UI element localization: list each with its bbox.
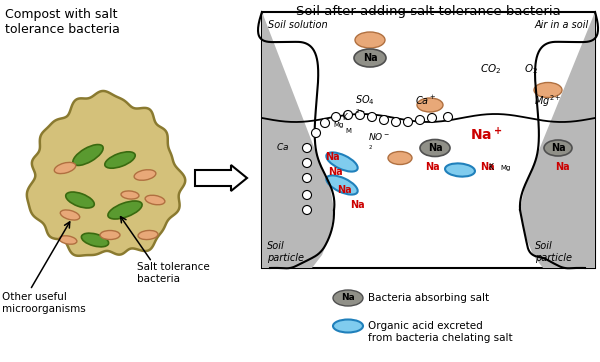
Ellipse shape (333, 290, 363, 306)
Ellipse shape (108, 201, 142, 219)
Ellipse shape (100, 231, 120, 240)
Text: Na: Na (555, 162, 569, 172)
Text: $Mg^{2+}$: $Mg^{2+}$ (534, 93, 562, 109)
Text: Soil after adding salt tolerance bacteria: Soil after adding salt tolerance bacteri… (296, 5, 561, 18)
Circle shape (311, 129, 320, 138)
Text: Salt tolerance
bacteria: Salt tolerance bacteria (137, 262, 210, 283)
Circle shape (302, 206, 311, 215)
Circle shape (343, 110, 353, 119)
Ellipse shape (66, 192, 94, 208)
Text: $O_2$: $O_2$ (524, 62, 538, 76)
Text: K: K (342, 113, 347, 122)
Ellipse shape (417, 98, 443, 112)
Ellipse shape (73, 144, 103, 165)
Text: Na: Na (350, 200, 365, 210)
Bar (262, 12, 595, 268)
Ellipse shape (326, 176, 358, 195)
Ellipse shape (82, 233, 109, 247)
Text: Mg: Mg (500, 165, 511, 171)
Text: Organic acid excreted
from bacteria chelating salt: Organic acid excreted from bacteria chel… (368, 321, 512, 342)
Ellipse shape (326, 152, 358, 172)
Circle shape (415, 115, 425, 125)
Text: Bacteria absorbing salt: Bacteria absorbing salt (368, 293, 489, 303)
Ellipse shape (59, 236, 77, 244)
Circle shape (302, 143, 311, 152)
Text: Soil solution: Soil solution (268, 20, 328, 30)
Polygon shape (520, 12, 595, 268)
Text: Na: Na (325, 152, 340, 162)
FancyArrow shape (195, 165, 247, 191)
Circle shape (302, 173, 311, 182)
Ellipse shape (105, 152, 135, 168)
Text: Mg: Mg (333, 122, 343, 128)
Text: Na: Na (551, 143, 565, 153)
Text: $CO_2$: $CO_2$ (480, 62, 501, 76)
Ellipse shape (54, 163, 76, 174)
Circle shape (427, 114, 437, 122)
Polygon shape (27, 91, 185, 256)
Circle shape (302, 190, 311, 199)
Text: $NO^-$: $NO^-$ (368, 131, 391, 142)
Text: Soil
particle: Soil particle (535, 241, 572, 263)
Text: M: M (345, 128, 351, 134)
Circle shape (392, 118, 401, 126)
Ellipse shape (121, 191, 139, 199)
Circle shape (331, 113, 341, 122)
Ellipse shape (60, 210, 80, 220)
Ellipse shape (445, 163, 475, 177)
Text: Na: Na (362, 53, 377, 63)
Ellipse shape (388, 152, 412, 164)
Ellipse shape (145, 195, 165, 205)
Text: Soil
particle: Soil particle (267, 241, 304, 263)
Text: Na: Na (328, 167, 343, 177)
Ellipse shape (138, 231, 158, 240)
Text: Na: Na (480, 162, 494, 172)
Text: Air in a soil: Air in a soil (535, 20, 589, 30)
Polygon shape (262, 12, 334, 268)
Text: $SO_4$: $SO_4$ (355, 93, 375, 107)
Circle shape (302, 159, 311, 168)
Text: $\mathbf{Na^+}$: $\mathbf{Na^+}$ (470, 126, 502, 143)
Text: Other useful
microorganisms: Other useful microorganisms (2, 292, 86, 313)
Text: Na: Na (425, 162, 440, 172)
Ellipse shape (420, 139, 450, 156)
Ellipse shape (355, 32, 385, 48)
Text: Na: Na (341, 294, 355, 303)
Ellipse shape (354, 49, 386, 67)
Ellipse shape (534, 83, 562, 97)
Text: Na: Na (428, 143, 442, 153)
Text: $_{2-}$: $_{2-}$ (355, 106, 366, 115)
Circle shape (320, 118, 329, 127)
Ellipse shape (134, 170, 156, 180)
Ellipse shape (544, 140, 572, 156)
Text: Compost with salt
tolerance bacteria: Compost with salt tolerance bacteria (5, 8, 120, 36)
Text: Na: Na (337, 185, 352, 195)
Text: $Ca$: $Ca$ (276, 141, 289, 152)
Circle shape (380, 115, 389, 125)
Circle shape (355, 110, 365, 119)
Text: K: K (488, 163, 493, 172)
Circle shape (367, 113, 377, 122)
Text: $Ca^+$: $Ca^+$ (415, 94, 436, 107)
Circle shape (404, 118, 413, 126)
Text: $_2$: $_2$ (368, 143, 373, 152)
Ellipse shape (333, 320, 363, 333)
Circle shape (443, 113, 452, 122)
